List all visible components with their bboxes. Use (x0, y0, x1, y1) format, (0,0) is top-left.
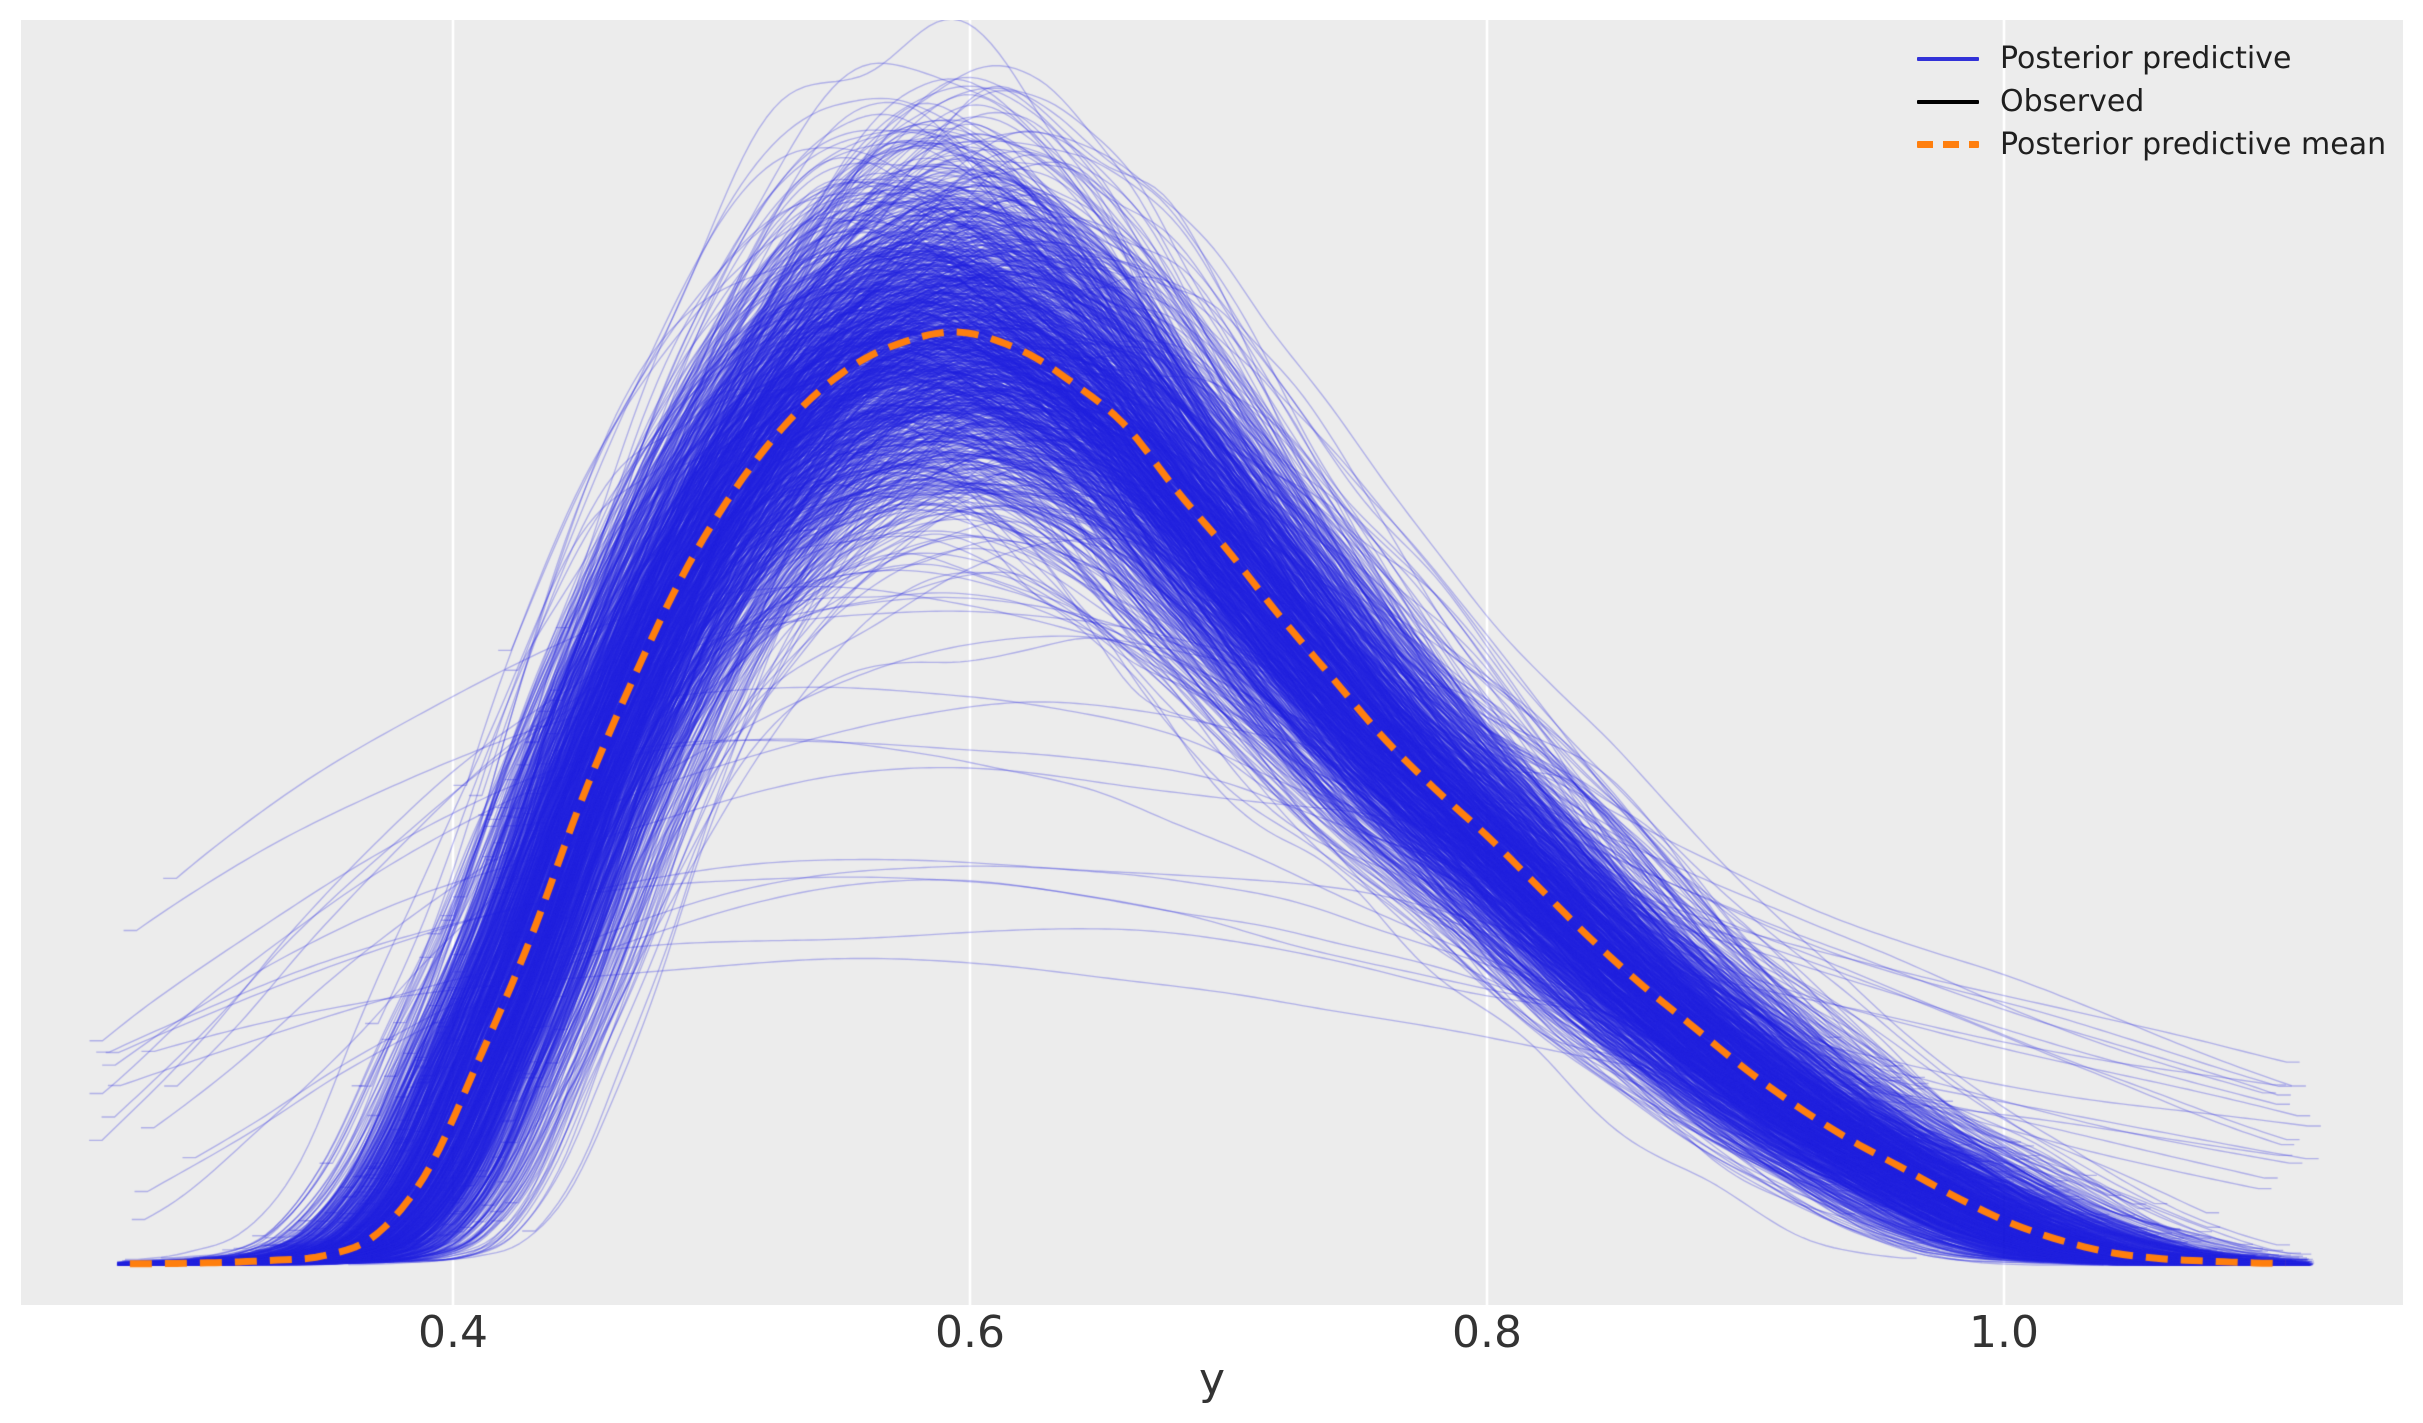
legend-row-posterior-predictive-mean: Posterior predictive mean (1917, 123, 2386, 166)
xtick-0: 0.4 (418, 1307, 488, 1358)
x-axis-label: y (1198, 1354, 1226, 1405)
legend-label-posterior-predictive: Posterior predictive (2000, 41, 2292, 76)
ppc-curves-canvas (21, 20, 2403, 1305)
xtick-1: 0.6 (935, 1307, 1005, 1358)
legend: Posterior predictive Observed Posterior … (1917, 37, 2386, 166)
legend-row-posterior-predictive: Posterior predictive (1917, 37, 2386, 80)
legend-line-posterior-predictive-mean-icon (1917, 141, 1979, 148)
legend-line-posterior-predictive-icon (1917, 56, 1979, 61)
legend-line-observed-icon (1917, 99, 1979, 104)
legend-row-observed: Observed (1917, 80, 2386, 123)
legend-label-posterior-predictive-mean: Posterior predictive mean (2000, 127, 2387, 162)
xtick-2: 0.8 (1452, 1307, 1522, 1358)
xtick-3: 1.0 (1969, 1307, 2039, 1358)
legend-label-observed: Observed (2000, 84, 2145, 119)
plot-area (21, 20, 2403, 1305)
